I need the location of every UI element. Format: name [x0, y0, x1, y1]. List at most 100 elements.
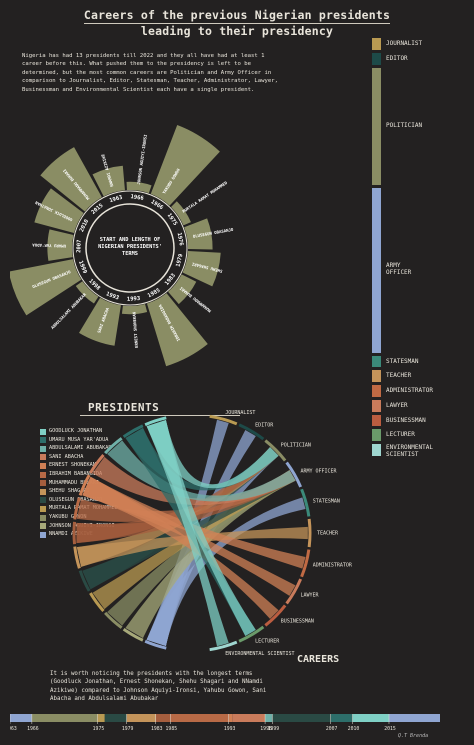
timeline-tick-label: 2010 — [348, 726, 360, 732]
timeline-segment — [104, 714, 127, 722]
president-label: NNAMDI AZIKIWE — [49, 531, 93, 538]
president-label: ABDULSALAMI ABUBAKAR — [49, 445, 112, 452]
president-swatch — [40, 514, 46, 521]
radial-bar — [168, 274, 197, 305]
radial-outer-ring — [72, 190, 188, 306]
president-label: GOODLUCK JONATHAN — [49, 428, 103, 434]
president-legend-item: UMARU MUSA YAR'ADUA — [40, 436, 118, 445]
radial-bar — [34, 188, 84, 233]
legend-swatch — [372, 370, 381, 383]
intro-text: Nigeria has had 13 presidents till 2022 … — [22, 53, 278, 93]
radial-bar-label: ABDULSALAMI ABUBAKAR — [50, 292, 87, 331]
legend-swatch — [372, 399, 381, 412]
radial-year-label: 1985 — [147, 288, 162, 300]
president-legend-item: SANI ABACHA — [40, 453, 118, 462]
radial-bar — [146, 293, 208, 367]
timeline-segment — [126, 714, 156, 722]
president-swatch — [40, 454, 46, 461]
radial-bar — [150, 124, 220, 206]
career-arc-label: ADMINISTRATOR — [313, 563, 353, 569]
radial-inner-ring — [85, 203, 175, 293]
president-swatch — [40, 505, 46, 512]
career-arc — [209, 414, 238, 426]
president-arc — [144, 416, 167, 427]
radial-year-label: 2007 — [76, 240, 82, 253]
career-arc — [238, 625, 265, 643]
radial-year-label: 1993 — [105, 291, 120, 301]
timeline-tick-label: 1983 — [151, 726, 163, 732]
career-arc-label: LAWYER — [300, 593, 319, 599]
radial-bar — [182, 251, 221, 287]
president-label: MUHAMMADU BUHARI — [49, 479, 99, 486]
radial-year-label: 1999 — [77, 260, 88, 275]
president-arc — [104, 437, 123, 455]
radial-bar-label: JOHNSON AGUIYI-IRONSI — [136, 134, 148, 185]
president-swatch — [40, 471, 46, 478]
legend-label: ADMINISTRATOR — [386, 387, 433, 395]
president-arc — [122, 627, 144, 642]
timeline-segment — [272, 714, 331, 722]
radial-year-label: 2010 — [79, 219, 90, 234]
legend-label: ARMY OFFICER — [386, 262, 412, 277]
president-legend-item: IBRAHIM BABANGIDA — [40, 470, 118, 479]
president-swatch — [40, 488, 46, 495]
career-arc — [285, 578, 303, 605]
timeline-tick-label: 2015 — [384, 726, 396, 732]
chord-ribbon — [107, 440, 296, 502]
president-swatch — [40, 462, 46, 469]
radial-bar — [79, 297, 121, 346]
career-arc — [300, 549, 311, 578]
timeline-tick-label: 2007 — [326, 726, 338, 732]
president-arc — [144, 639, 167, 650]
legend-label: TEACHER — [386, 372, 412, 380]
chord-ribbon — [76, 447, 279, 544]
chord-ribbon — [146, 497, 306, 647]
legend-swatch — [372, 414, 381, 427]
president-arc — [73, 546, 81, 569]
radial-bar — [47, 229, 74, 261]
career-arc — [209, 640, 238, 652]
legend-label: STATESMAN — [386, 357, 419, 365]
president-legend-item: SHEHU SHAGARI — [40, 487, 118, 496]
radial-year-label: 1976 — [176, 232, 184, 247]
president-legend-item: MUHAMMADU BUHARI — [40, 479, 118, 488]
president-label: IBRAHIM BABANGIDA — [49, 470, 103, 477]
timeline-segment — [170, 714, 229, 722]
radial-bar — [121, 304, 148, 315]
radial-year-label: 1979 — [175, 253, 184, 267]
legend-swatch — [372, 38, 381, 50]
page-title: Careers of the previous Nigerian preside… — [0, 8, 474, 39]
legend-label: LAWYER — [386, 401, 408, 409]
radial-bar-label: UMARU YAR'ADUA — [32, 243, 66, 249]
career-arc-label: BUSINESSMAN — [281, 618, 314, 624]
legend-swatch — [372, 188, 381, 353]
timeline-segment — [228, 714, 233, 722]
legend-swatch — [372, 385, 381, 397]
president-label: OLUSEGUN OBASANJO — [49, 496, 103, 503]
radial-bar — [92, 165, 125, 197]
timeline-segment — [330, 714, 353, 722]
radial-year-label: 1993 — [127, 296, 141, 303]
timeline-segment — [388, 714, 440, 722]
chord-ribbon — [82, 476, 279, 619]
president-arc — [89, 453, 105, 474]
chord-ribbon — [76, 447, 279, 567]
chord-ribbon — [146, 419, 256, 637]
radial-center-label: START AND LENGTH OF — [100, 237, 161, 243]
president-legend-item: OLUSEGUN OBASANJO — [40, 496, 118, 505]
radial-bar — [10, 259, 82, 316]
outro-text: It is worth noticing the presidents with… — [50, 671, 267, 703]
timeline-tick-label: 1979 — [122, 726, 134, 732]
president-swatch — [40, 437, 46, 444]
president-arc — [73, 497, 81, 520]
timeline-tick-label: 1998 — [260, 726, 272, 732]
career-arc-label: STATESMAN — [313, 498, 340, 504]
chord-ribbon — [82, 476, 306, 569]
legend-swatch — [372, 429, 381, 442]
president-label: UMARU MUSA YAR'ADUA — [49, 436, 109, 443]
career-arc — [285, 461, 303, 488]
radial-bar — [75, 281, 99, 304]
credit: Q.T Brenda — [398, 733, 429, 739]
radial-bar — [40, 147, 102, 212]
